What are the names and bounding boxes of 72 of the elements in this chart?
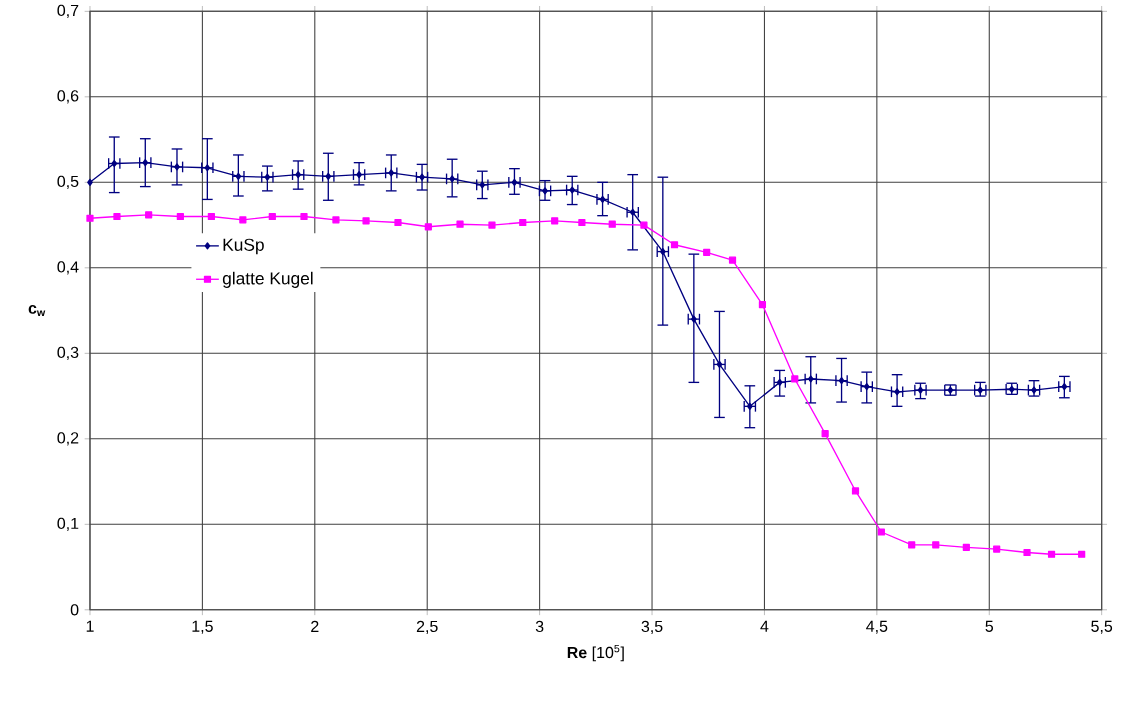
point xyxy=(1047,550,1056,558)
point xyxy=(488,221,496,229)
point xyxy=(239,216,247,224)
y-tick-label: 0,1 xyxy=(57,517,79,532)
y-tick-label: 0,5 xyxy=(57,175,79,190)
point xyxy=(111,160,118,168)
point xyxy=(894,388,900,396)
point xyxy=(449,175,456,183)
y-tick-label: 0,7 xyxy=(57,4,79,19)
y-tick-label: 0,6 xyxy=(57,90,79,104)
point xyxy=(908,541,916,549)
x-tick-label: 2 xyxy=(311,620,319,633)
x-axis-title: Re [10$^{5}$] xyxy=(567,644,624,662)
point xyxy=(394,219,402,227)
x-tick-label: 5,5 xyxy=(1091,620,1113,634)
y-tick-label: 0,4 xyxy=(57,261,79,275)
point xyxy=(1023,549,1031,557)
y-tick-label: 0,3 xyxy=(57,346,79,361)
point xyxy=(659,248,666,256)
y-tick-label: 0 xyxy=(70,604,79,616)
x-tick-label: 3,5 xyxy=(641,620,663,635)
point xyxy=(86,214,94,222)
point xyxy=(207,213,215,221)
point xyxy=(670,241,679,249)
x-tick-label: 1 xyxy=(86,620,94,632)
point xyxy=(519,219,527,227)
point xyxy=(388,169,395,177)
point xyxy=(807,375,814,383)
point xyxy=(791,375,799,383)
x-tick-label: 4 xyxy=(760,620,769,632)
point xyxy=(608,220,616,228)
point xyxy=(728,256,737,264)
point xyxy=(268,213,276,221)
point xyxy=(113,213,121,221)
x-tick-label: 4,5 xyxy=(866,620,888,634)
point xyxy=(542,187,548,195)
point xyxy=(176,213,184,221)
point xyxy=(1078,550,1086,558)
point xyxy=(569,186,576,194)
legend-label: KuSp xyxy=(223,238,264,255)
point xyxy=(863,383,870,391)
point xyxy=(821,430,829,438)
x-tick-label: 2,5 xyxy=(416,620,438,635)
point xyxy=(758,301,767,309)
point xyxy=(145,211,153,219)
legend-label: glatte Kugel xyxy=(222,271,313,289)
point xyxy=(851,487,860,495)
point xyxy=(332,216,340,224)
point xyxy=(746,402,753,411)
x-tick-label: 5 xyxy=(985,620,994,632)
point xyxy=(456,220,464,228)
point xyxy=(174,163,180,171)
point xyxy=(424,223,432,231)
point xyxy=(362,217,370,225)
y-tick-label: 0,2 xyxy=(57,432,79,446)
point xyxy=(295,171,302,179)
x-tick-label: 1,5 xyxy=(192,620,213,634)
point xyxy=(1031,386,1037,394)
point xyxy=(640,221,648,229)
point xyxy=(993,545,1001,553)
point xyxy=(356,171,362,179)
point xyxy=(690,315,697,323)
point xyxy=(877,528,885,536)
point xyxy=(932,541,940,549)
point xyxy=(578,219,586,227)
point xyxy=(551,217,559,225)
x-tick-label: 3 xyxy=(535,620,544,633)
y-axis-title: c$_{w}$ xyxy=(28,305,46,317)
point xyxy=(703,248,711,257)
point xyxy=(300,213,308,221)
point xyxy=(962,543,970,552)
point xyxy=(419,173,425,181)
